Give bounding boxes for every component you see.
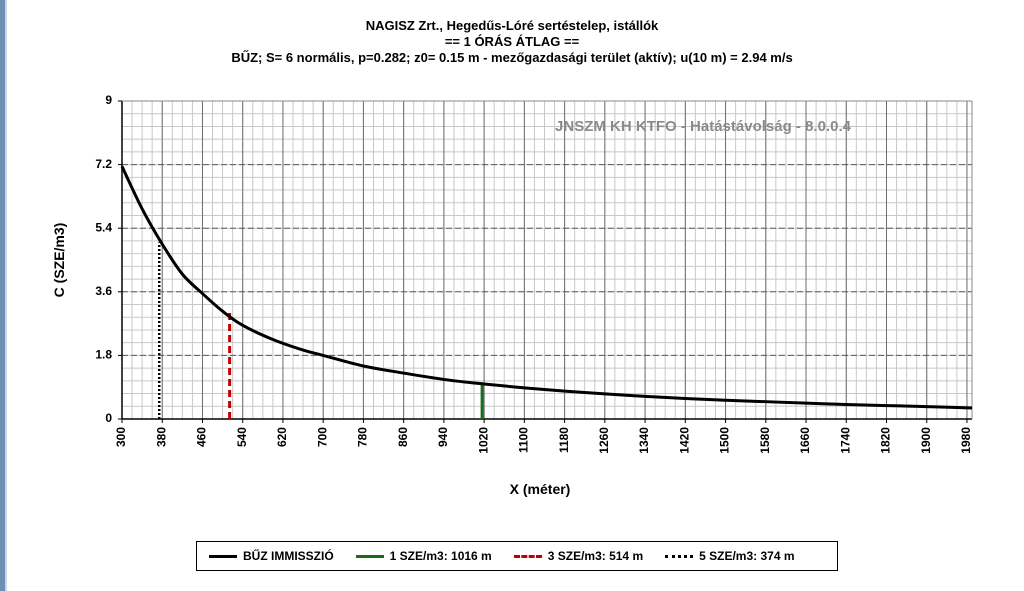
y-tick-label: 5.4 bbox=[95, 220, 112, 234]
chart-legend: BŰZ IMMISSZIÓ 1 SZE/m3: 1016 m 3 SZE/m3:… bbox=[196, 541, 838, 571]
series-line-buz-immisszio bbox=[120, 165, 973, 410]
window-frame-left bbox=[0, 0, 5, 591]
x-tick-label: 780 bbox=[356, 427, 370, 447]
chart-title: NAGISZ Zrt., Hegedűs-Lóré sertéstelep, i… bbox=[0, 18, 1024, 66]
x-tick-label: 300 bbox=[114, 427, 128, 447]
legend-label-marker-1: 1 SZE/m3: 1016 m bbox=[389, 549, 492, 563]
legend-item-marker-1: 1 SZE/m3: 1016 m bbox=[355, 549, 492, 563]
x-tick-label: 1740 bbox=[838, 427, 852, 454]
series-layer bbox=[120, 165, 973, 410]
legend-label-marker-3: 3 SZE/m3: 514 m bbox=[547, 549, 644, 563]
y-axis-title: C (SZE/m3) bbox=[51, 223, 67, 298]
legend-item-marker-3: 3 SZE/m3: 514 m bbox=[513, 549, 644, 563]
legend-swatch-marker-5 bbox=[665, 554, 694, 558]
legend-swatch-marker-3 bbox=[513, 554, 542, 558]
legend-label-marker-5: 5 SZE/m3: 374 m bbox=[699, 549, 795, 563]
legend-label-series: BŰZ IMMISSZIÓ bbox=[243, 549, 334, 563]
x-tick-label: 1100 bbox=[517, 427, 531, 453]
x-tick-label: 1020 bbox=[476, 427, 490, 454]
x-tick-label: 1820 bbox=[879, 427, 893, 454]
x-tick-label: 1500 bbox=[718, 427, 732, 454]
y-tick-label: 1.8 bbox=[95, 348, 112, 362]
axis-layer bbox=[121, 100, 973, 420]
legend-item-marker-5: 5 SZE/m3: 374 m bbox=[665, 549, 795, 563]
y-tick-label: 0 bbox=[105, 411, 112, 425]
x-tick-label: 860 bbox=[396, 427, 410, 447]
x-tick-label: 700 bbox=[315, 427, 329, 447]
y-tick-label: 3.6 bbox=[95, 284, 112, 298]
title-line-2: == 1 ÓRÁS ÁTLAG == bbox=[444, 34, 580, 49]
x-tick-label: 940 bbox=[436, 427, 450, 447]
legend-item-series: BŰZ IMMISSZIÓ bbox=[209, 549, 334, 563]
x-tick-label: 1260 bbox=[597, 427, 611, 454]
title-line-1: NAGISZ Zrt., Hegedűs-Lóré sertéstelep, i… bbox=[365, 18, 659, 33]
x-tick-label: 1420 bbox=[677, 427, 691, 454]
x-tick-label: 380 bbox=[154, 427, 168, 447]
window-frame-left-inner bbox=[5, 0, 7, 591]
x-tick-label: 1980 bbox=[959, 427, 973, 454]
marker-layer bbox=[157, 242, 484, 419]
x-tick-label: 1900 bbox=[919, 427, 933, 454]
x-axis-title: X (méter) bbox=[510, 481, 571, 497]
x-tick-label: 1660 bbox=[798, 427, 812, 454]
y-tick-label: 9 bbox=[105, 93, 112, 107]
legend-swatch-series bbox=[209, 554, 237, 558]
x-tick-label: 620 bbox=[275, 427, 289, 447]
watermark-text: JNSZM KH KTFO - Hatástávolság - 8.0.0.4 bbox=[555, 118, 852, 135]
x-tick-label: 460 bbox=[195, 427, 209, 447]
x-tick-label: 1180 bbox=[557, 427, 571, 453]
grid-layer bbox=[121, 100, 972, 420]
x-tick-label: 1340 bbox=[637, 427, 651, 454]
title-line-3: BŰZ; S= 6 normális, p=0.282; z0= 0.15 m … bbox=[231, 50, 793, 65]
legend-swatch-marker-1 bbox=[355, 554, 384, 558]
tick-label-layer: 300 380 460 540 620 700 780 860 940 1020 1100 1180 1… bbox=[95, 93, 973, 454]
y-tick-label: 7.2 bbox=[95, 157, 112, 171]
x-tick-label: 540 bbox=[235, 427, 249, 447]
x-tick-label: 1580 bbox=[758, 427, 772, 454]
